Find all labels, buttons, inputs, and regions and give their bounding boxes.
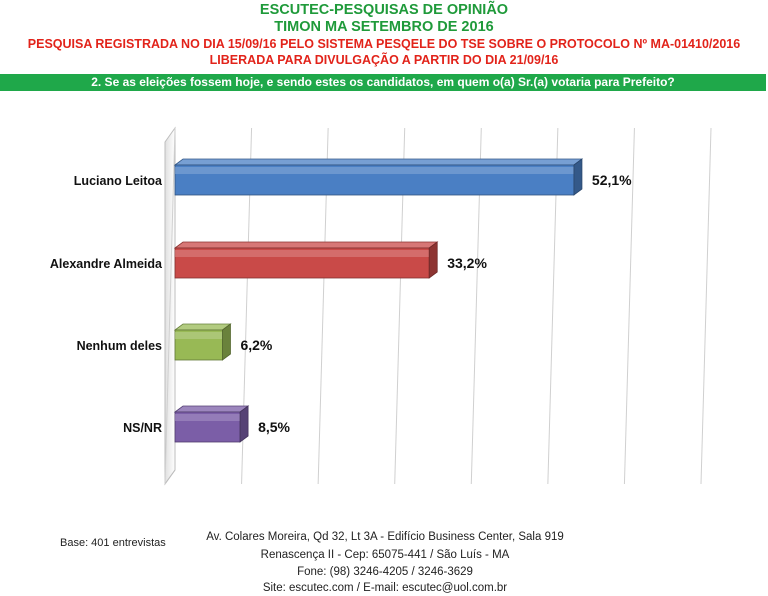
footer-contact: Site: escutec.com / E-mail: escutec@uol.… [262,582,508,594]
value-label: 8,5% [258,419,290,435]
report-subtitle: TIMON MA SETEMBRO DE 2016 [274,19,494,35]
chart-bars [173,158,584,443]
question-banner: 2. Se as eleições fossem hoje, e sendo e… [0,74,766,91]
release-note: LIBERADA PARA DIVULGAÇÃO A PARTIR DO DIA… [209,53,559,67]
sample-base: Base: 401 entrevistas [60,537,166,549]
value-label: 52,1% [592,172,632,188]
bar-end-face [239,405,249,443]
bar-top-face [173,158,584,166]
bar-highlight [175,332,223,339]
footer-address-line1: Av. Colares Moreira, Qd 32, Lt 3A - Edif… [206,531,564,543]
bar-alexandre-almeida [173,241,439,279]
bar-highlight [175,167,574,174]
gridline [700,127,712,485]
bar-luciano-leitoa [173,158,584,196]
bar-top-face [173,241,439,249]
bar-top-face [173,405,250,413]
chart-floor-edge [164,469,176,485]
bar-ns-nr [173,405,250,443]
bar-nenhum-deles [173,323,232,361]
chart-labels: Luciano Leitoa 52,1% Alexandre Almeida 33,2… [50,172,632,435]
footer-phone: Fone: (98) 3246-4205 / 3246-3629 [297,566,473,578]
registration-note: PESQUISA REGISTRADA NO DIA 15/09/16 PELO… [27,37,741,51]
gridline [623,127,635,485]
value-label: 33,2% [447,255,487,271]
bar-end-face [428,241,438,279]
footer-address-line2: Renascença II - Cep: 65075-441 / São Luí… [260,549,510,561]
value-label: 6,2% [240,337,272,353]
bar-end-face [573,158,583,196]
bar-highlight [175,250,430,257]
category-label: Luciano Leitoa [74,174,163,188]
bar-chart: Luciano Leitoa 52,1% Alexandre Almeida 33,2… [50,126,712,486]
category-label: NS/NR [123,421,162,435]
bar-highlight [175,414,241,421]
report-title: ESCUTEC-PESQUISAS DE OPINIÃO [259,2,509,18]
category-label: Nenhum deles [77,339,162,353]
gridline [164,127,176,485]
bar-top-face [173,323,232,331]
category-label: Alexandre Almeida [50,257,163,271]
bar-end-face [222,323,231,361]
